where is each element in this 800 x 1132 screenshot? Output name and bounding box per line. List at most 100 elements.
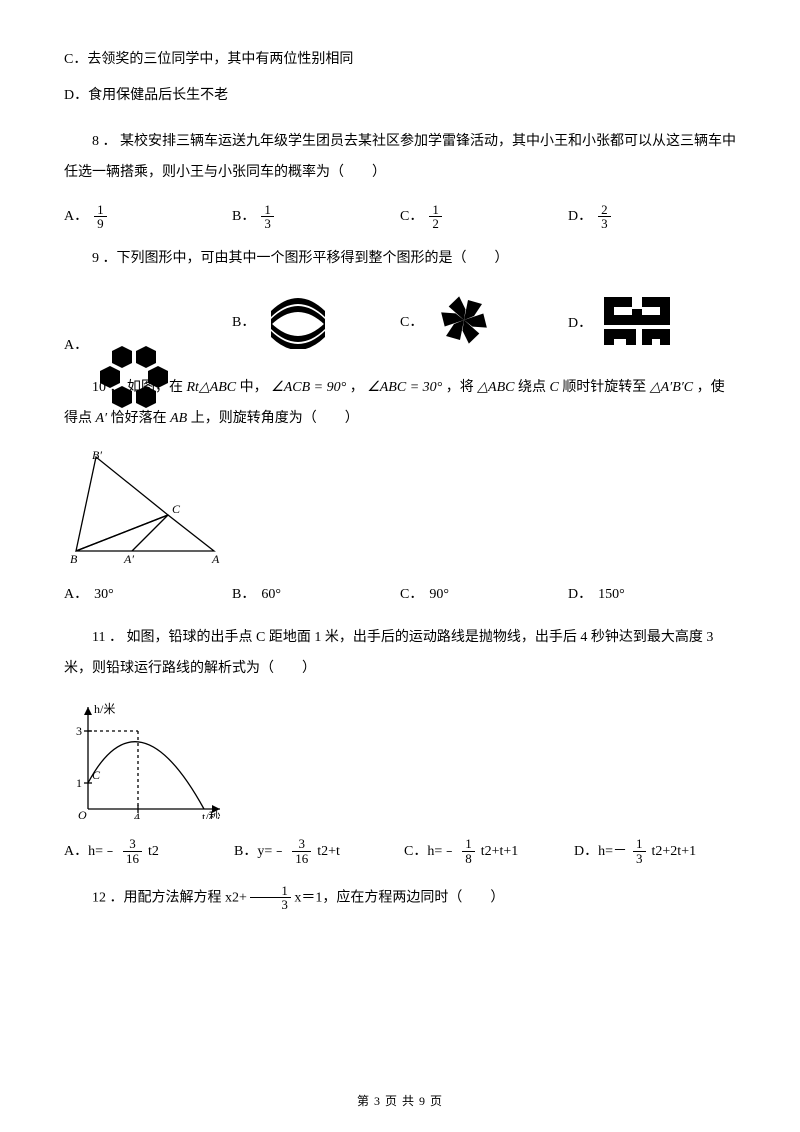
swirl-icon bbox=[261, 291, 335, 356]
q9-options: A． B． bbox=[64, 291, 736, 356]
tail: t2+t+1 bbox=[481, 842, 519, 862]
val: 60° bbox=[261, 585, 281, 605]
val: 150° bbox=[598, 585, 625, 605]
opt-label: A．h=﹣ bbox=[64, 842, 117, 862]
q8-options: A． 1 9 B． 1 3 C． 1 2 D． 2 3 bbox=[64, 203, 736, 231]
t: 绕点 bbox=[518, 380, 546, 395]
angle-acb: ∠ACB = 90° bbox=[271, 380, 346, 395]
q11-options: A．h=﹣ 3 16 t2 B．y=﹣ 3 16 t2+t C．h=﹣ 1 8 … bbox=[64, 837, 736, 865]
denominator: 9 bbox=[94, 217, 107, 231]
numerator: 1 bbox=[429, 203, 442, 218]
fraction: 3 16 bbox=[292, 837, 311, 865]
origin-o: O bbox=[78, 808, 87, 819]
lbl-a: A bbox=[211, 552, 220, 566]
opt-label: C． bbox=[400, 313, 423, 333]
pt-a: A′ bbox=[96, 411, 108, 426]
numerator: 3 bbox=[123, 837, 142, 852]
fraction: 1 2 bbox=[429, 203, 442, 231]
opt-label: A． bbox=[64, 207, 88, 227]
q11-opt-b: B．y=﹣ 3 16 t2+t bbox=[234, 837, 396, 865]
q10-opt-a: A． 30° bbox=[64, 585, 232, 605]
fraction: 3 16 bbox=[123, 837, 142, 865]
denominator: 16 bbox=[123, 852, 142, 866]
q11-opt-a: A．h=﹣ 3 16 t2 bbox=[64, 837, 226, 865]
t: ， bbox=[350, 380, 364, 395]
numerator: 2 bbox=[598, 203, 611, 218]
opt-label: D． bbox=[568, 585, 592, 605]
lbl-b: B bbox=[70, 552, 78, 566]
t: 上，则旋转角度为（ ） bbox=[191, 411, 359, 426]
q8-opt-b: B． 1 3 bbox=[232, 203, 400, 231]
val: 90° bbox=[429, 585, 449, 605]
numerator: 1 bbox=[633, 837, 646, 852]
seg-ab: AB bbox=[170, 411, 187, 426]
q10-opt-d: D． 150° bbox=[568, 585, 736, 605]
lbl-a-prime: A′ bbox=[123, 552, 134, 566]
q8-opt-c: C． 1 2 bbox=[400, 203, 568, 231]
angle-abc: ∠ABC = 30° bbox=[367, 380, 442, 395]
pinwheel-icon bbox=[429, 291, 499, 356]
opt-label: D． bbox=[568, 314, 592, 334]
q12-text: 12 ．用配方法解方程 x2+ 1 3 x＝1，应在方程两边同时（ ） bbox=[64, 884, 736, 912]
q11-opt-c: C．h=﹣ 1 8 t2+t+1 bbox=[404, 837, 566, 865]
lbl-b-prime: B′ bbox=[92, 449, 102, 462]
tick-4: 4 bbox=[134, 810, 140, 819]
opt-label: A． bbox=[64, 585, 88, 605]
denominator: 3 bbox=[633, 852, 646, 866]
q8-opt-d: D． 2 3 bbox=[568, 203, 736, 231]
q8-text: 8 ． 某校安排三辆车运送九年级学生团员去某社区参加学雷锋活动，其中小王和小张都… bbox=[64, 127, 736, 189]
option-d-text: D．食用保健品后长生不老 bbox=[64, 86, 736, 106]
q10-opt-b: B． 60° bbox=[232, 585, 400, 605]
q8-opt-a: A． 1 9 bbox=[64, 203, 232, 231]
opt-label: D． bbox=[568, 207, 592, 227]
denominator: 2 bbox=[429, 217, 442, 231]
numerator: 1 bbox=[462, 837, 475, 852]
opt-label: C． bbox=[400, 207, 423, 227]
fraction: 1 3 bbox=[261, 203, 274, 231]
numerator: 1 bbox=[261, 203, 274, 218]
denominator: 3 bbox=[598, 217, 611, 231]
fraction: 1 8 bbox=[462, 837, 475, 865]
numerator: 1 bbox=[94, 203, 107, 218]
opt-label: B．y=﹣ bbox=[234, 842, 286, 862]
numerator: 1 bbox=[250, 884, 291, 899]
opt-label: B． bbox=[232, 313, 255, 333]
pt-c: C bbox=[549, 380, 558, 395]
q9-opt-d: D． bbox=[568, 293, 736, 356]
lbl-c: C bbox=[172, 502, 181, 516]
opt-label: D．h=－ bbox=[574, 842, 627, 862]
denominator: 8 bbox=[462, 852, 475, 866]
opt-label: C． bbox=[400, 585, 423, 605]
val: 30° bbox=[94, 585, 114, 605]
q11-opt-d: D．h=－ 1 3 t2+2t+1 bbox=[574, 837, 736, 865]
opt-label: A． bbox=[64, 336, 88, 356]
denominator: 16 bbox=[292, 852, 311, 866]
tri-abc2: △A′B′C bbox=[650, 380, 693, 395]
q11-figure: h/米 t/秒 3 1 4 O C bbox=[64, 699, 736, 826]
fraction: 1 9 bbox=[94, 203, 107, 231]
rt-abc: Rt△ABC bbox=[187, 380, 237, 395]
numerator: 3 bbox=[292, 837, 311, 852]
tri-abc: △ABC bbox=[477, 380, 514, 395]
option-c-text: C．去领奖的三位同学中，其中有两位性别相同 bbox=[64, 50, 736, 70]
axis-x-label: t/秒 bbox=[202, 810, 221, 819]
tail: t2 bbox=[148, 842, 159, 862]
blocks-icon bbox=[598, 293, 676, 356]
q9-opt-b: B． bbox=[232, 291, 400, 356]
t: ，将 bbox=[446, 380, 474, 395]
fraction: 1 3 bbox=[250, 884, 291, 912]
q10-figure: B′ C B A′ A bbox=[64, 449, 736, 576]
q9-opt-a: A． bbox=[64, 336, 232, 356]
page-footer: 第 3 页 共 9 页 bbox=[0, 1093, 800, 1110]
opt-label: B． bbox=[232, 207, 255, 227]
t: 恰好落在 bbox=[111, 411, 167, 426]
tail: t2+2t+1 bbox=[652, 842, 697, 862]
q11-text: 11 ． 如图，铅球的出手点 C 距地面 1 米，出手后的运动路线是抛物线，出手… bbox=[64, 623, 736, 685]
denominator: 3 bbox=[261, 217, 274, 231]
axis-y-label: h/米 bbox=[94, 702, 115, 716]
t: 顺时针旋转至 bbox=[562, 380, 646, 395]
tick-1: 1 bbox=[76, 776, 82, 790]
t: 中， bbox=[240, 380, 268, 395]
fraction: 1 3 bbox=[633, 837, 646, 865]
opt-label: B． bbox=[232, 585, 255, 605]
